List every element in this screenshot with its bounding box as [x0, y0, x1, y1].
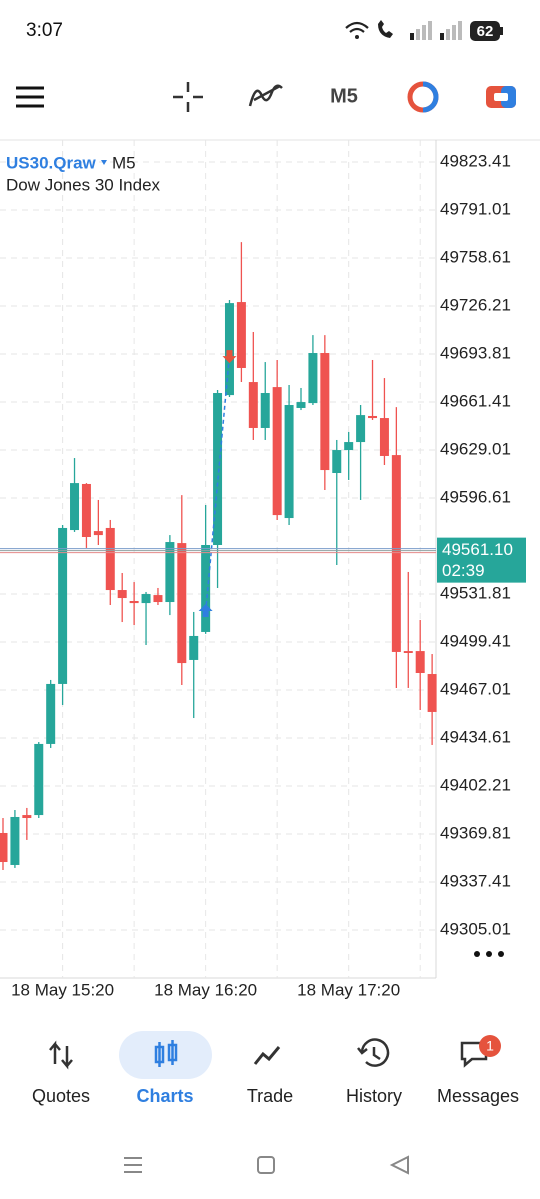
system-nav — [124, 1155, 409, 1175]
candle-body — [224, 303, 234, 396]
y-tick-label: 49499.41 — [440, 631, 511, 650]
chart-timeframe: M5 — [112, 153, 136, 172]
nav-tab[interactable]: Trade — [247, 1086, 293, 1106]
messages-badge-count: 1 — [486, 1038, 494, 1054]
bottom-nav: Quotes Charts Trade History Messages — [32, 1086, 519, 1106]
messages-badge — [479, 1035, 501, 1057]
nav-tab[interactable]: History — [346, 1086, 402, 1106]
candle-body — [81, 483, 91, 538]
candle-body — [213, 393, 223, 546]
candle-body — [427, 674, 437, 712]
candle-body — [10, 816, 20, 865]
candle-body — [58, 527, 68, 684]
battery-level: 62 — [477, 23, 494, 40]
candle-body — [379, 418, 389, 456]
back-button[interactable] — [389, 1155, 409, 1175]
candle-body — [165, 542, 175, 603]
x-tick-label: 18 May 15:20 — [11, 980, 114, 999]
candle-body — [415, 651, 425, 673]
y-tick-label: 49402.21 — [440, 775, 511, 794]
candle-body — [189, 635, 199, 660]
candle-body — [296, 402, 306, 408]
y-tick-label: 49791.01 — [440, 200, 511, 219]
more-button[interactable] — [474, 951, 504, 957]
candle-body — [177, 543, 187, 664]
y-tick-label: 49693.81 — [440, 344, 511, 363]
menu-button[interactable] — [16, 86, 44, 108]
candle-body — [308, 353, 318, 404]
candle-body — [391, 455, 401, 652]
charts-icon — [154, 1040, 178, 1067]
candle-body — [34, 743, 44, 816]
candle-body — [248, 382, 258, 428]
y-tick-label: 49629.01 — [440, 440, 511, 459]
one-click-button[interactable] — [486, 86, 516, 108]
x-tick-label: 18 May 16:20 — [154, 980, 257, 999]
candle-body — [46, 683, 56, 744]
candle-body — [0, 832, 8, 863]
history-icon — [357, 1038, 390, 1067]
y-tick-label: 49823.41 — [440, 152, 511, 171]
candle-body — [368, 415, 378, 419]
axes: 49823.41 49791.01 49758.61 49726.21 49693.81… — [11, 152, 526, 999]
crosshair-button[interactable] — [173, 82, 203, 112]
trade-close-marker — [222, 350, 237, 364]
y-tick-label: 49596.61 — [440, 488, 511, 507]
symbol[interactable]: US30.Qraw — [6, 153, 97, 172]
timeframe-button[interactable]: M5 — [330, 85, 358, 107]
status-icons — [345, 20, 462, 40]
candle-body — [332, 450, 342, 474]
y-tick-label: 49531.81 — [440, 584, 511, 603]
trade-connector — [204, 355, 231, 613]
y-tick-label: 49369.81 — [440, 823, 511, 842]
nav-tab[interactable]: Messages — [437, 1086, 519, 1106]
home-button[interactable] — [257, 1156, 275, 1174]
candle-body — [272, 387, 282, 516]
price-label-box — [437, 537, 526, 583]
candle-body — [129, 600, 139, 604]
plot — [0, 242, 437, 871]
battery — [470, 21, 500, 41]
candle-body — [260, 393, 270, 428]
trade-open-marker — [198, 603, 213, 617]
symbol-dropdown[interactable] — [101, 160, 107, 165]
candle-body — [153, 595, 163, 603]
y-tick-label: 49661.41 — [440, 392, 511, 411]
candle-body — [141, 594, 151, 604]
y-tick-label: 49434.61 — [440, 727, 511, 746]
candle-body — [70, 483, 80, 531]
trade-icon — [253, 1046, 281, 1065]
battery-tip — [500, 27, 503, 35]
candle-body — [403, 651, 413, 653]
candle-body — [344, 442, 354, 451]
candle-body — [105, 527, 115, 591]
y-tick-label: 49305.01 — [440, 919, 511, 938]
y-tick-label: 49758.61 — [440, 248, 511, 267]
symbol-description: Dow Jones 30 Index — [6, 175, 161, 194]
y-tick-label: 49726.21 — [440, 296, 511, 315]
nav-tab[interactable]: Quotes — [32, 1086, 90, 1106]
active-tab-pill — [119, 1031, 212, 1079]
bar-countdown: 02:39 — [442, 561, 485, 580]
x-tick-label: 18 May 17:20 — [297, 980, 400, 999]
candle-body — [356, 415, 366, 443]
candle-body — [201, 545, 211, 632]
price-label: 49561.10 — [442, 540, 513, 559]
candle-body — [22, 815, 32, 819]
indicators-button[interactable] — [248, 84, 283, 107]
candle-body — [284, 405, 294, 519]
status-time: 3:07 — [26, 20, 63, 41]
trade-button[interactable] — [407, 81, 439, 113]
nav-tab[interactable]: Charts — [136, 1086, 193, 1106]
y-tick-label: 49337.41 — [440, 871, 511, 890]
quotes-icon — [49, 1040, 73, 1070]
candle-body — [117, 590, 127, 599]
candle-body — [320, 353, 330, 471]
candle-body — [236, 302, 246, 368]
candle-body — [93, 531, 103, 536]
y-tick-label: 49467.01 — [440, 679, 511, 698]
